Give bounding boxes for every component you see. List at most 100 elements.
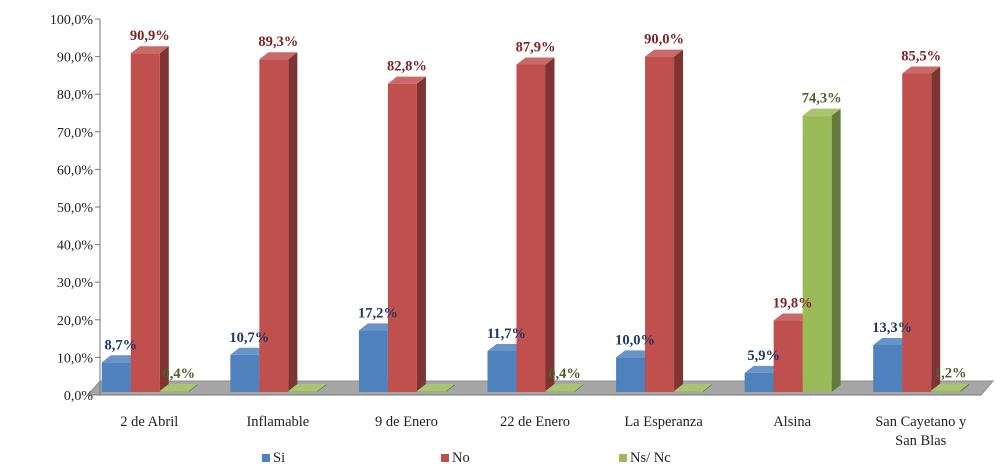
bar-front [230,354,260,392]
legend-item: Ns/ Nc [619,450,671,466]
bar [802,108,841,392]
bar-top [101,355,140,363]
bar-side [545,57,555,392]
bar-front [744,372,774,392]
bar-side [288,52,298,393]
data-label: 89,3% [258,34,298,50]
bar-front [802,115,832,392]
legend-label: No [452,450,470,466]
bar-front [101,362,131,392]
bar-top [773,313,812,321]
y-tick-label: 20,0% [57,314,94,329]
bar-front [159,391,189,392]
bar [902,66,941,393]
bar-top [416,384,455,391]
x-tick-label: La Esperanza [624,414,703,430]
bar-side [416,76,426,392]
bar-top [259,52,298,60]
bar-front [931,390,961,392]
y-tick-label: 0,0% [64,389,94,404]
data-label: 0,4% [548,366,581,382]
y-tick-label: 70,0% [57,126,94,141]
data-label: 90,0% [644,32,684,48]
bar-front [487,351,517,392]
bar [516,57,555,392]
x-tick-label: 9 de Enero [375,414,438,430]
data-label: 0,4% [162,366,195,382]
data-label: 11,7% [487,326,526,342]
bar-top [674,384,713,391]
legend-item: No [441,450,470,466]
bar [159,384,198,392]
data-label: 10,7% [229,330,269,346]
y-tick-label: 40,0% [57,239,94,254]
y-tick-label: 50,0% [57,201,94,216]
bar-top [744,365,783,373]
y-tick-label: 10,0% [57,351,94,366]
legend-swatch [262,454,270,462]
y-tick-label: 100,0% [50,13,94,28]
bar [259,52,298,393]
data-label: 90,9% [130,28,170,44]
data-label: 82,8% [387,59,427,75]
bar-top [159,384,198,391]
bar-top [645,49,684,57]
bar-front [773,320,803,392]
bar-top [487,344,526,352]
x-tick-label: San Blas [895,433,947,449]
bar-side [317,384,327,392]
bars [101,46,970,393]
x-tick-label: San Cayetano y [875,414,967,430]
bar-top [230,347,269,355]
bar-top [358,323,397,331]
bar-top [902,66,941,74]
x-tick-label: 2 de Abril [120,414,178,430]
bar-side [574,384,584,392]
bar-side [445,384,455,392]
bar-front [387,83,417,392]
data-label: 13,3% [872,320,912,336]
bar-side [960,383,970,392]
x-tick-label: Inflamable [246,414,309,430]
bar-top [616,350,655,358]
data-label: 17,2% [358,305,398,321]
legend-swatch [441,454,449,462]
bar-front [616,357,646,392]
bar-top [802,108,841,116]
x-tick-label: Alsina [773,414,811,430]
y-tick-label: 30,0% [57,276,94,291]
bar-front [545,391,575,392]
bar-front [416,391,446,392]
y-tick-label: 90,0% [57,51,94,66]
data-label: 8,7% [104,337,137,353]
legend-label: Ns/ Nc [630,450,671,466]
bar-front [358,330,388,392]
bar-front [130,53,160,392]
bar-side [703,384,713,392]
bar-top [873,337,912,345]
bar [130,46,169,392]
legend-label: Si [273,450,285,466]
bar-top [516,57,555,65]
bar-top [288,384,327,391]
legend: Si No Ns/ Nc [262,450,671,466]
data-label: 5,9% [747,348,780,364]
bar [288,384,327,392]
bar-front [902,73,932,393]
bar [416,384,455,392]
bar-top [130,46,169,54]
data-label: 87,9% [516,39,556,55]
data-labels: 8,7% 90,9% 0,4% 10,7% 89,3% 17,2% 82,8% 11,7% 87… [104,28,966,382]
bar-top [387,76,426,84]
bar-side [931,66,941,393]
bar [387,76,426,392]
bar-side [188,384,198,392]
data-label: 19,8% [773,296,813,312]
bar-front [259,59,289,393]
y-tick-label: 80,0% [57,88,94,103]
bar-front [288,391,318,392]
bar-side [831,108,841,392]
data-label: 74,3% [802,91,842,107]
x-axis: 2 de Abril Inflamable 9 de Enero 22 de Ener… [120,414,967,449]
